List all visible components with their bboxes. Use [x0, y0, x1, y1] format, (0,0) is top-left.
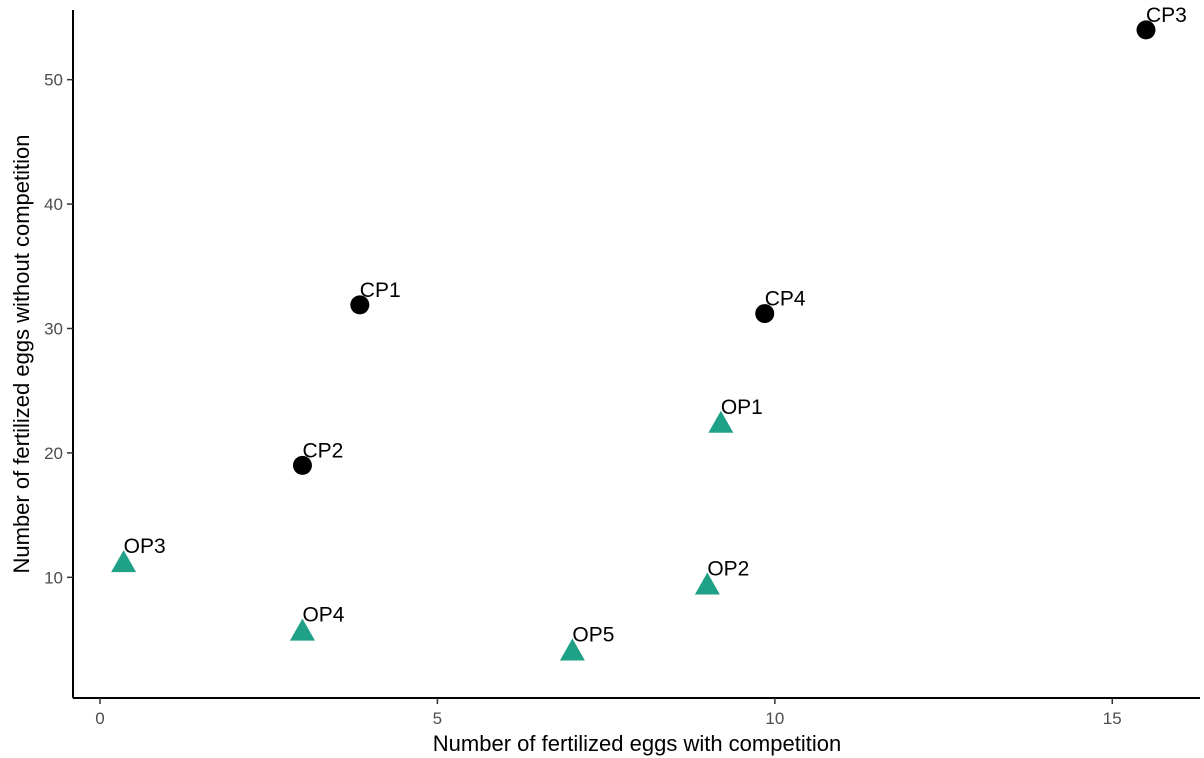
y-tick-label: 40 — [44, 195, 63, 214]
axes — [72, 10, 1200, 699]
data-point-op4 — [289, 618, 315, 641]
point-label-op4: OP4 — [302, 604, 344, 627]
point-label-cp2: CP2 — [302, 439, 343, 462]
x-tick-label: 5 — [433, 709, 442, 728]
x-axis-title: Number of fertilized eggs with competiti… — [433, 731, 841, 756]
y-tick-label: 20 — [44, 444, 63, 463]
point-label-cp4: CP4 — [765, 288, 806, 311]
point-label-cp1: CP1 — [360, 279, 401, 302]
data-point-cp4 — [755, 304, 775, 324]
y-tick-label: 30 — [44, 319, 63, 338]
x-tick-label: 0 — [95, 709, 104, 728]
x-tick-label: 15 — [1103, 709, 1122, 728]
point-label-op2: OP2 — [707, 558, 749, 581]
x-ticks: 0 5 10 15 — [95, 698, 1122, 728]
x-tick-label: 10 — [765, 709, 784, 728]
y-ticks: 10 20 30 40 50 — [44, 71, 73, 587]
data-point-cp1 — [350, 295, 370, 315]
data-point-cp3 — [1136, 20, 1156, 40]
data-point-op3 — [111, 550, 137, 573]
y-axis-title: Number of fertilized eggs without compet… — [9, 135, 34, 574]
y-tick-label: 10 — [44, 568, 63, 587]
point-label-cp3: CP3 — [1146, 4, 1187, 27]
data-point-op2 — [694, 572, 720, 595]
y-tick-label: 50 — [44, 71, 63, 90]
data-point-op5 — [559, 638, 585, 661]
plot-area: CP1 CP2 CP3 CP4 OP1 OP2 OP3 OP4 OP5 — [111, 4, 1187, 661]
point-label-op5: OP5 — [572, 623, 614, 646]
point-label-op1: OP1 — [721, 396, 763, 419]
data-point-op1 — [708, 410, 734, 433]
point-label-op3: OP3 — [124, 535, 166, 558]
data-point-cp2 — [292, 455, 312, 475]
